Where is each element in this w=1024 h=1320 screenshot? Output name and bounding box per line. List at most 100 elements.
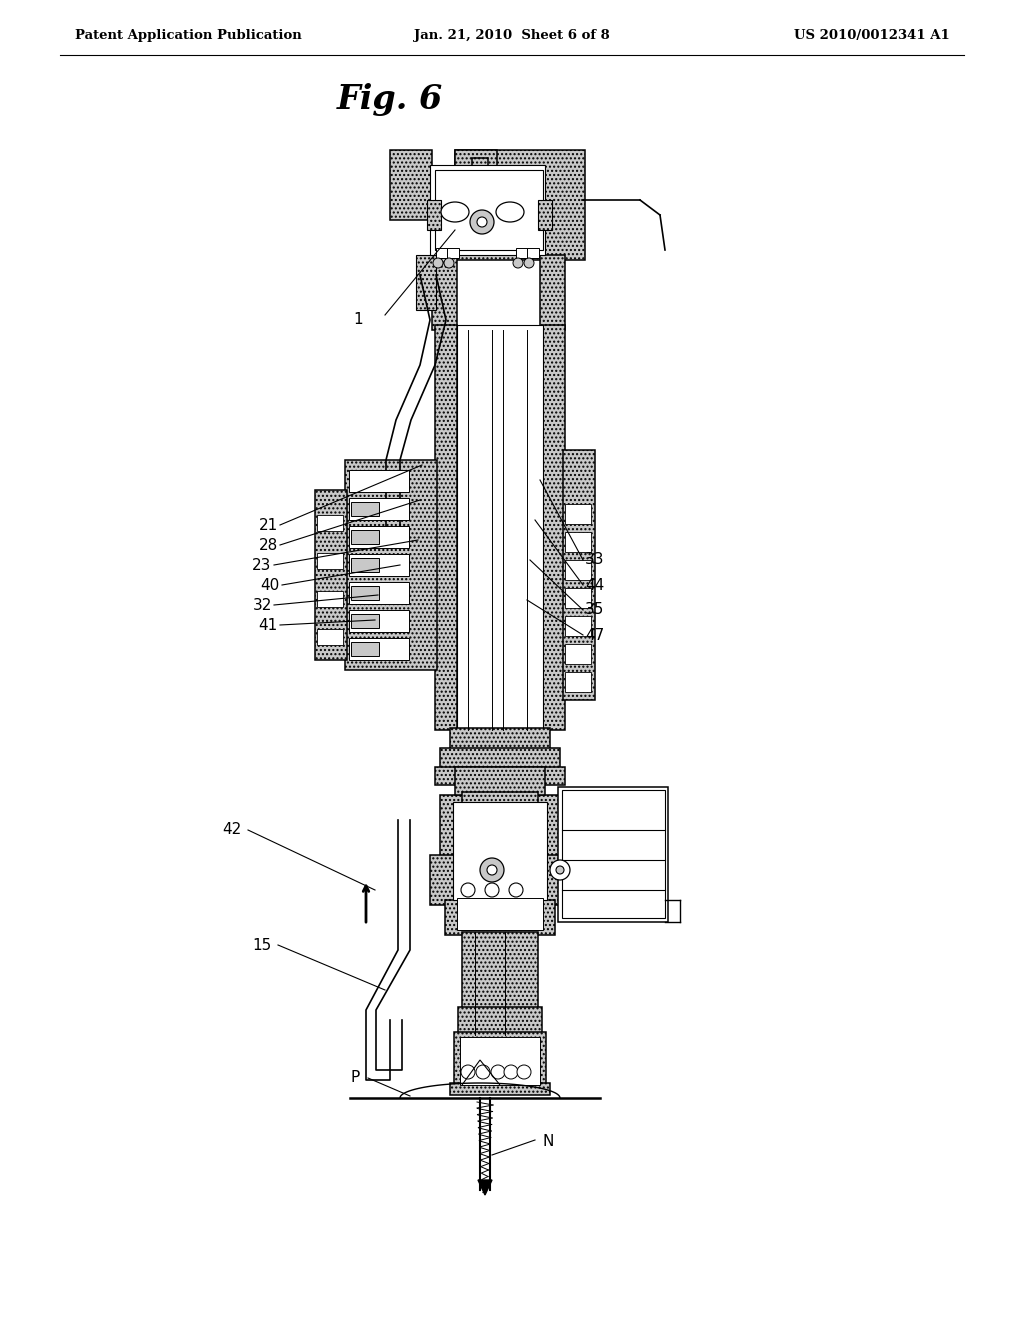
Circle shape <box>433 257 443 268</box>
Text: 41: 41 <box>258 618 278 632</box>
Text: 33: 33 <box>586 553 605 568</box>
Circle shape <box>556 866 564 874</box>
Circle shape <box>470 210 494 234</box>
Bar <box>558 787 668 921</box>
Bar <box>447 248 459 257</box>
Circle shape <box>480 858 504 882</box>
Bar <box>457 898 543 931</box>
Text: 23: 23 <box>252 557 271 573</box>
Text: Patent Application Publication: Patent Application Publication <box>75 29 302 41</box>
Bar <box>565 644 591 664</box>
Bar <box>453 803 547 900</box>
Bar <box>317 591 343 607</box>
Circle shape <box>476 1065 490 1078</box>
Bar <box>351 586 379 601</box>
Text: Jan. 21, 2010  Sheet 6 of 8: Jan. 21, 2010 Sheet 6 of 8 <box>414 29 610 41</box>
Circle shape <box>504 1065 518 1078</box>
Text: US 2010/0012341 A1: US 2010/0012341 A1 <box>795 29 950 41</box>
Bar <box>432 255 457 330</box>
Bar <box>565 587 591 609</box>
Text: 42: 42 <box>222 822 242 837</box>
Circle shape <box>477 216 487 227</box>
Bar <box>460 1038 540 1085</box>
Bar <box>351 642 379 656</box>
Circle shape <box>509 883 523 898</box>
Bar <box>349 610 409 632</box>
Bar <box>440 795 560 861</box>
Bar <box>565 560 591 579</box>
Text: 15: 15 <box>252 937 271 953</box>
Text: P: P <box>350 1071 359 1085</box>
Text: 40: 40 <box>260 578 280 593</box>
Bar <box>349 582 409 605</box>
Bar <box>445 900 555 935</box>
Circle shape <box>517 1065 531 1078</box>
Text: 47: 47 <box>586 627 604 643</box>
Circle shape <box>461 883 475 898</box>
Bar <box>349 638 409 660</box>
Circle shape <box>487 865 497 875</box>
Bar <box>527 248 539 257</box>
Bar <box>455 150 497 224</box>
Bar <box>349 470 409 492</box>
Text: 1: 1 <box>353 313 362 327</box>
Bar <box>349 498 409 520</box>
Bar <box>349 525 409 548</box>
Bar <box>565 672 591 692</box>
Bar <box>435 170 543 249</box>
Bar <box>317 630 343 645</box>
Text: 35: 35 <box>586 602 605 618</box>
Bar <box>349 554 409 576</box>
Bar <box>450 1082 550 1096</box>
Bar <box>562 789 665 917</box>
Bar <box>565 616 591 636</box>
Bar <box>351 502 379 516</box>
Bar <box>457 325 543 730</box>
Bar <box>540 255 565 330</box>
Bar <box>436 248 449 257</box>
Text: 28: 28 <box>258 537 278 553</box>
Text: N: N <box>543 1134 554 1150</box>
Ellipse shape <box>496 202 524 222</box>
Bar <box>435 325 457 730</box>
Bar <box>565 504 591 524</box>
Bar <box>538 201 552 230</box>
Bar <box>317 515 343 531</box>
Circle shape <box>490 1065 505 1078</box>
Bar <box>455 150 585 260</box>
Circle shape <box>524 257 534 268</box>
Bar <box>563 450 595 700</box>
Bar <box>345 459 437 671</box>
Text: Fig. 6: Fig. 6 <box>337 83 443 116</box>
Text: 21: 21 <box>258 517 278 532</box>
Ellipse shape <box>441 202 469 222</box>
Bar <box>462 932 538 1010</box>
Bar <box>435 767 565 785</box>
Bar <box>351 558 379 572</box>
Polygon shape <box>478 1180 492 1195</box>
Bar <box>315 490 347 660</box>
Bar <box>450 729 550 750</box>
Bar <box>565 532 591 552</box>
Bar <box>430 855 570 906</box>
Bar <box>390 150 432 220</box>
Bar <box>440 748 560 770</box>
Bar <box>427 201 441 230</box>
Bar <box>317 553 343 569</box>
Bar <box>455 767 545 795</box>
Bar <box>351 614 379 628</box>
Bar <box>454 1032 546 1090</box>
Circle shape <box>550 861 570 880</box>
Bar <box>516 248 528 257</box>
Bar <box>351 531 379 544</box>
Circle shape <box>444 257 454 268</box>
Bar <box>543 325 565 730</box>
Circle shape <box>513 257 523 268</box>
Circle shape <box>485 883 499 898</box>
Bar <box>458 1007 542 1035</box>
Bar <box>416 255 436 310</box>
Bar <box>462 792 538 812</box>
Bar <box>472 158 488 180</box>
Bar <box>430 165 545 255</box>
Text: 44: 44 <box>586 578 604 593</box>
